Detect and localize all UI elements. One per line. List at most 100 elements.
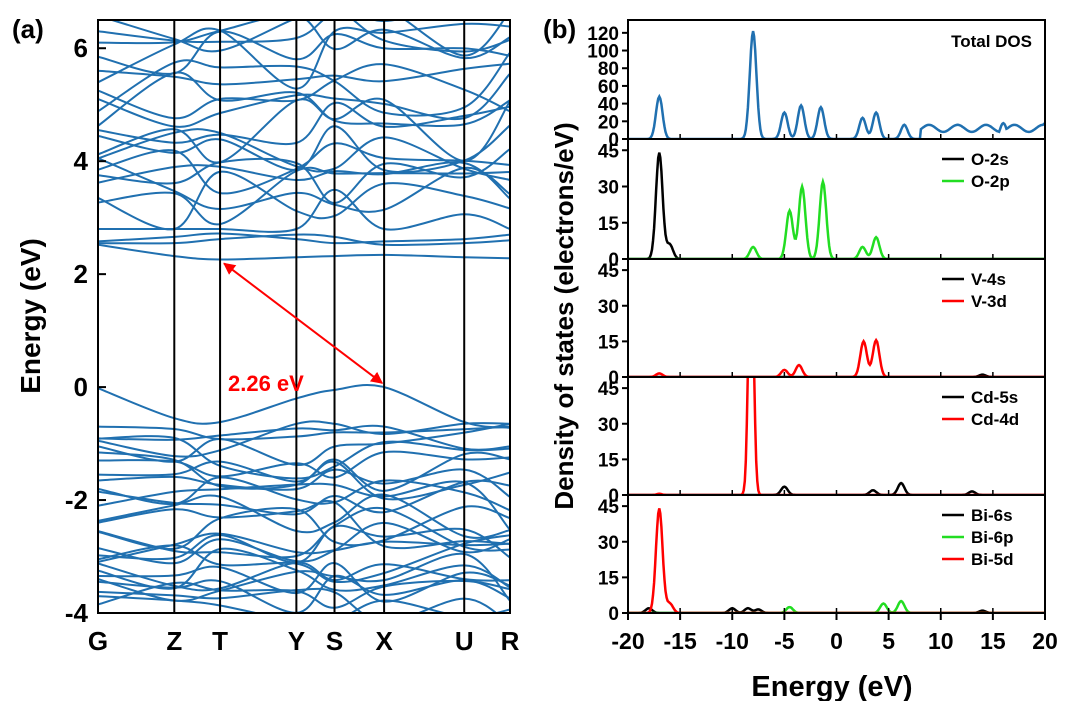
band-line: [98, 595, 510, 613]
dos-y-tick-label: 0: [608, 368, 619, 389]
band-line: [98, 468, 510, 498]
band-line: [108, 20, 510, 53]
dos-y-tick-label: 40: [598, 95, 619, 116]
band-line: [98, 424, 510, 451]
dos-y-tick-label: 45: [598, 141, 620, 162]
band-y-tick-label: -4: [65, 598, 89, 628]
dos-y-tick-label: 60: [598, 77, 619, 98]
dos-y-tick-label: 120: [587, 24, 619, 45]
band-line: [98, 62, 510, 86]
dos-ylabel: Density of states (electrons/eV): [549, 122, 579, 509]
dos-curve: [628, 177, 1045, 259]
dos-curve: [628, 481, 1045, 495]
dos-y-tick-label: 0: [608, 604, 619, 625]
dos-y-tick-label: 45: [598, 379, 620, 400]
band-line: [98, 450, 510, 479]
dos-y-tick-label: 20: [598, 112, 619, 133]
legend-label: O-2s: [971, 150, 1009, 169]
dos-y-tick-label: 45: [598, 261, 620, 282]
band-line: [98, 435, 510, 480]
band-y-tick-label: -2: [65, 485, 88, 515]
dos-subplot: 0 15 30 45 V-4s V-3d: [598, 258, 1046, 389]
kpoint-label: S: [326, 626, 343, 656]
kpoint-label: R: [501, 626, 520, 656]
dos-xlabel: Energy (eV): [751, 671, 912, 701]
legend-label: V-4s: [971, 270, 1006, 289]
dos-subplot: 0 15 30 45 Cd-5s Cd-4d: [598, 376, 1046, 507]
legend-label: Bi-6s: [971, 506, 1013, 525]
band-line: [98, 232, 510, 245]
band-y-tick-label: 2: [74, 259, 88, 289]
band-line: [98, 148, 510, 205]
band-line: [98, 243, 510, 261]
legend-label: Cd-4d: [971, 410, 1019, 429]
dos-y-tick-label: 45: [598, 497, 620, 518]
band-y-ticks: -4 -2 0 2 4 6: [65, 33, 106, 628]
dos-x-tick-label: -5: [774, 628, 795, 654]
band-line: [98, 562, 510, 603]
band-y-tick-label: 6: [74, 33, 88, 63]
band-ylabel: Energy (eV): [15, 238, 46, 394]
band-line: [98, 506, 510, 559]
band-line: [98, 493, 510, 539]
kpoint-label: Y: [288, 626, 305, 656]
band-plot-frame: [97, 19, 511, 614]
legend-label: O-2p: [971, 172, 1010, 191]
dos-y-tick-label: 30: [598, 297, 619, 318]
dos-curve: [628, 337, 1045, 377]
band-line: [98, 188, 510, 233]
band-line: [98, 451, 510, 492]
dos-y-tick-label: 15: [598, 568, 620, 589]
dos-x-tick-label: -10: [716, 628, 749, 654]
panel-a-label: (a): [12, 14, 44, 44]
band-line: [98, 161, 510, 200]
dos-x-tick-label: -15: [664, 628, 697, 654]
band-line: [98, 524, 510, 564]
band-line: [98, 521, 510, 565]
band-line: [98, 587, 498, 613]
kpoint-label: Z: [166, 626, 182, 656]
dos-x-tick-label: 20: [1032, 628, 1058, 654]
band-y-tick-label: 0: [74, 372, 88, 402]
legend-label: V-3d: [971, 292, 1007, 311]
kpoint-label: G: [88, 626, 108, 656]
band-line: [98, 574, 510, 613]
dos-y-tick-label: 80: [598, 59, 619, 80]
dos-y-tick-label: 100: [587, 42, 619, 63]
band-line: [98, 97, 510, 164]
dos-y-tick-label: 0: [608, 486, 619, 507]
band-line: [98, 479, 510, 516]
dos-x-tick-label: 0: [830, 628, 843, 654]
panel-b-label: (b): [543, 14, 576, 44]
band-line: [98, 425, 510, 441]
kpoint-label: T: [212, 626, 228, 656]
dos-curve: [628, 30, 1045, 139]
dos-y-tick-label: 15: [598, 332, 620, 353]
legend-label: Cd-5s: [971, 388, 1018, 407]
dos-x-ticks: -20 -15 -10 -5 0 5 10 15 20: [611, 613, 1058, 654]
dos-subplot: 0 15 30 45 O-2s O-2p: [598, 138, 1046, 271]
dos-x-tick-label: 15: [980, 628, 1006, 654]
dos-y-tick-label: 30: [598, 533, 619, 554]
dos-y-tick-label: 15: [598, 214, 620, 235]
band-line: [98, 20, 510, 60]
band-line: [210, 20, 400, 23]
kpoint-label: U: [455, 626, 474, 656]
legend-label: Bi-5d: [971, 550, 1014, 569]
dos-y-tick-label: 0: [608, 130, 619, 151]
legend-label: Bi-6p: [971, 528, 1014, 547]
dos-x-tick-label: 5: [882, 628, 895, 654]
band-line: [98, 532, 510, 563]
dos-y-tick-label: 30: [598, 415, 619, 436]
band-line: [98, 124, 510, 174]
dos-x-tick-label: 10: [928, 628, 954, 654]
kpoint-label: X: [375, 626, 393, 656]
band-y-tick-label: 4: [74, 146, 89, 176]
dos-y-tick-label: 30: [598, 178, 619, 199]
